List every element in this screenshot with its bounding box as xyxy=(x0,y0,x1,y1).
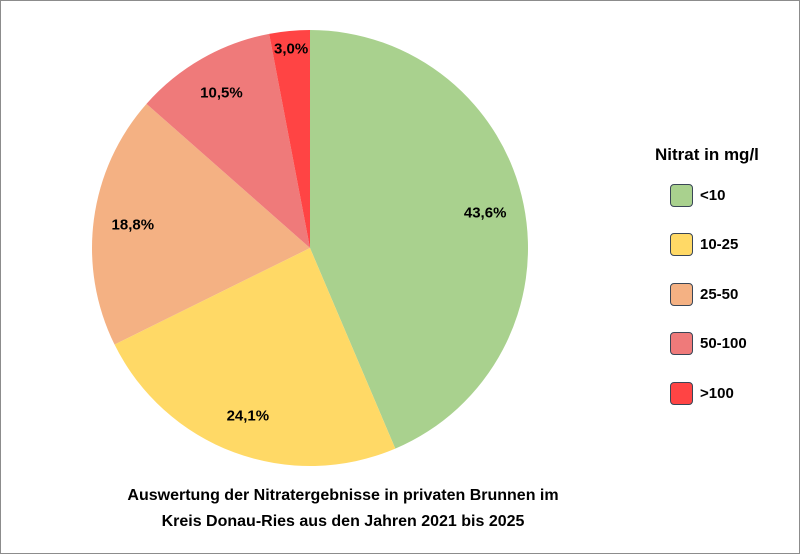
data-label: 43,6% xyxy=(464,204,507,221)
legend-label: >100 xyxy=(700,384,734,402)
pie-slice-10-25 xyxy=(114,248,396,466)
pie-slice-25-50 xyxy=(91,103,310,345)
data-label: 18,8% xyxy=(112,216,155,233)
legend-title: Nitrat in mg/l xyxy=(655,145,759,164)
legend-swatch xyxy=(670,381,693,405)
legend-item: 10-25 xyxy=(670,232,738,258)
data-label: 3,0% xyxy=(274,40,308,57)
legend-item: 25-50 xyxy=(670,281,738,307)
legend-swatch xyxy=(670,282,693,306)
pie-slice-50-100 xyxy=(146,33,310,249)
data-label: 10,5% xyxy=(200,85,243,102)
chart-title-line-1: Auswertung der Nitratergebnisse in priva… xyxy=(127,487,559,504)
data-label: 24,1% xyxy=(227,408,270,425)
legend-label: 50-100 xyxy=(700,335,747,352)
pie-slice--10 xyxy=(310,30,528,449)
legend-label: 10-25 xyxy=(700,236,739,253)
chart-title: Auswertung der Nitratergebnisse in priva… xyxy=(1,483,685,535)
legend-item: <10 xyxy=(670,182,725,208)
legend-label: <10 xyxy=(700,186,726,204)
legend-item: 50-100 xyxy=(670,331,747,357)
legend-swatch xyxy=(670,332,693,355)
legend-swatch xyxy=(670,233,693,256)
legend-label: 25-50 xyxy=(700,285,739,303)
legend-item: >100 xyxy=(670,380,734,406)
pie-slice--100 xyxy=(269,30,310,248)
legend-swatch xyxy=(670,183,693,207)
chart-title-line-2: Kreis Donau-Ries aus den Jahren 2021 bis… xyxy=(161,513,525,530)
